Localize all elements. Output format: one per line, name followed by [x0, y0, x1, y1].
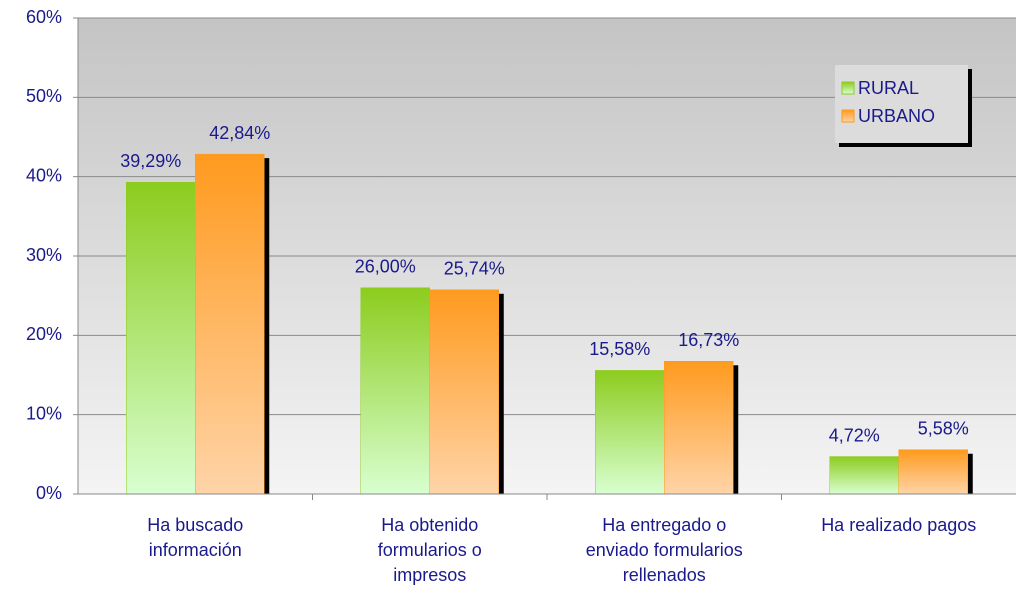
y-tick-label: 40% [26, 165, 62, 185]
bar [829, 456, 899, 495]
legend-label: RURAL [858, 78, 919, 98]
legend-swatch [841, 109, 855, 123]
y-tick-label: 0% [36, 483, 62, 503]
bar [595, 370, 665, 495]
bar-shadow [733, 365, 739, 494]
bar [429, 289, 499, 495]
x-tick-label: Ha obtenido formularios o impresos [377, 515, 482, 585]
bar [898, 449, 968, 495]
data-label: 16,73% [678, 330, 739, 350]
data-label: 4,72% [829, 425, 880, 445]
bar-shadow [498, 293, 504, 494]
data-label: 5,58% [918, 418, 969, 438]
bar [126, 182, 196, 495]
bar [360, 287, 430, 495]
data-label: 42,84% [209, 123, 270, 143]
data-label: 26,00% [355, 256, 416, 276]
y-tick-label: 20% [26, 324, 62, 344]
bar [664, 361, 734, 495]
y-tick-label: 10% [26, 403, 62, 423]
bar [195, 153, 265, 495]
legend-label: URBANO [858, 106, 935, 126]
legend-swatch [841, 81, 855, 95]
y-tick-label: 60% [26, 7, 62, 27]
data-label: 15,58% [589, 339, 650, 359]
y-tick-label: 50% [26, 86, 62, 106]
bar-shadow [967, 453, 973, 494]
data-label: 39,29% [120, 151, 181, 171]
x-tick-label: Ha realizado pagos [821, 515, 977, 535]
bar-shadow [264, 158, 270, 495]
data-label: 25,74% [444, 259, 505, 279]
x-tick-label: Ha entregado o enviado formularios relle… [585, 515, 743, 585]
legend [835, 65, 968, 143]
x-tick-label: Ha buscado información [147, 515, 244, 560]
y-tick-label: 30% [26, 245, 62, 265]
